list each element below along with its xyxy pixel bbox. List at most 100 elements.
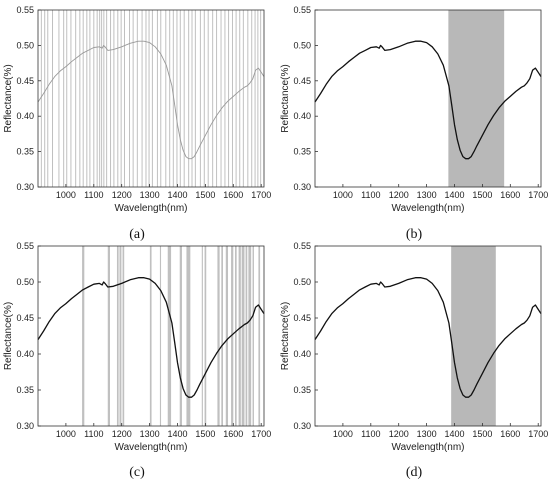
x-axis-title: Wavelength(nm) [115,203,188,214]
plot-frame [37,9,265,188]
reflectance-line [37,277,265,398]
y-tick-label: 0.45 [16,313,34,323]
selected-band [217,246,220,426]
y-tick-label: 0.40 [293,111,311,121]
selected-band [107,246,110,426]
x-tick-label: 1300 [140,190,160,200]
reflectance-line [37,40,265,160]
selected-band [204,246,207,426]
selected-band [186,246,191,426]
x-axis-title: Wavelength(nm) [392,203,465,214]
selected-band [225,246,229,426]
y-tick-label: 0.30 [16,421,34,431]
selected-band [252,246,254,426]
selected-band [159,246,162,426]
x-tick-label: 1100 [84,429,103,439]
y-tick-label: 0.50 [293,277,311,287]
x-axis-title: Wavelength(nm) [392,442,465,453]
y-tick-label: 0.30 [293,421,311,431]
y-tick-label: 0.35 [16,385,34,395]
selected-band [201,246,203,426]
selected-band [119,246,122,426]
x-tick-label: 1700 [251,190,271,200]
y-tick-label: 0.55 [16,241,34,251]
x-tick-label: 1200 [112,190,132,200]
panel-a: 0.30 0.35 0.40 0.45 0.50 0.55 1000 1100 1200 1300… [3,5,271,242]
y-tick-label: 0.45 [293,76,311,86]
selected-band [241,246,245,426]
selected-band [82,246,85,426]
selected-band [448,10,505,187]
plot-frame [314,9,542,188]
panel-caption: (a) [129,227,145,242]
plot-frame [314,245,542,427]
y-tick-label: 0.55 [293,5,311,15]
x-tick-label: 1500 [472,190,492,200]
x-tick-label: 1500 [195,190,215,200]
selected-band [122,246,125,426]
x-tick-label: 1100 [361,190,380,200]
x-tick-label: 1400 [444,429,464,439]
x-tick-label: 1400 [444,190,464,200]
y-tick-label: 0.50 [16,40,34,50]
x-tick-label: 1500 [195,429,215,439]
y-axis-title: Reflectance(%) [280,64,291,132]
selected-band [149,246,152,426]
x-tick-label: 1600 [223,429,243,439]
x-tick-label: 1000 [333,190,353,200]
x-tick-label: 1500 [472,429,492,439]
panel-c: 0.30 0.35 0.40 0.45 0.50 0.55 1000 1100 1200 1300… [3,241,271,480]
x-tick-label: 1000 [56,429,76,439]
y-axis-title: Reflectance(%) [3,64,14,132]
x-tick-label: 1300 [417,190,437,200]
x-tick-label: 1300 [140,429,160,439]
selected-band [221,246,223,426]
plot-frame [37,245,265,427]
x-tick-label: 1700 [251,429,271,439]
y-tick-label: 0.35 [293,147,311,157]
y-tick-label: 0.30 [16,182,34,192]
reflectance-line [314,40,542,160]
y-axis-title: Reflectance(%) [3,302,14,370]
y-tick-label: 0.40 [16,111,34,121]
selected-band [248,246,252,426]
selected-band [238,246,241,426]
x-tick-label: 1400 [167,429,187,439]
x-tick-label: 1200 [112,429,132,439]
panel-caption: (b) [406,227,423,242]
y-tick-label: 0.40 [293,349,311,359]
x-tick-label: 1100 [361,429,380,439]
x-tick-label: 1700 [528,429,548,439]
panel-caption: (c) [129,465,145,480]
x-tick-label: 1100 [84,190,103,200]
selected-band [258,246,261,426]
selected-band [234,246,237,426]
x-tick-label: 1000 [56,190,76,200]
x-tick-label: 1200 [389,190,409,200]
y-tick-label: 0.45 [16,76,34,86]
selected-band [179,246,182,426]
y-tick-label: 0.55 [293,241,311,251]
selected-band [167,246,172,426]
y-axis-title: Reflectance(%) [280,302,291,370]
y-tick-label: 0.40 [16,349,34,359]
x-tick-label: 1700 [528,190,548,200]
y-tick-label: 0.35 [16,147,34,157]
selected-band [245,246,248,426]
x-tick-label: 1400 [167,190,187,200]
y-tick-label: 0.30 [293,182,311,192]
panel-d: 0.30 0.35 0.40 0.45 0.50 0.55 1000 1100 1200 1300… [280,241,548,480]
selected-band [451,246,496,426]
panel-caption: (d) [406,465,423,480]
selected-band [231,246,234,426]
x-tick-label: 1600 [223,190,243,200]
reflectance-line [314,277,542,398]
x-tick-label: 1000 [333,429,353,439]
selected-band [116,246,119,426]
y-tick-label: 0.50 [16,277,34,287]
x-tick-label: 1300 [417,429,437,439]
panel-b: 0.30 0.35 0.40 0.45 0.50 0.55 1000 1100 1200 1300… [280,5,548,242]
x-tick-label: 1600 [500,190,520,200]
x-tick-label: 1600 [500,429,520,439]
